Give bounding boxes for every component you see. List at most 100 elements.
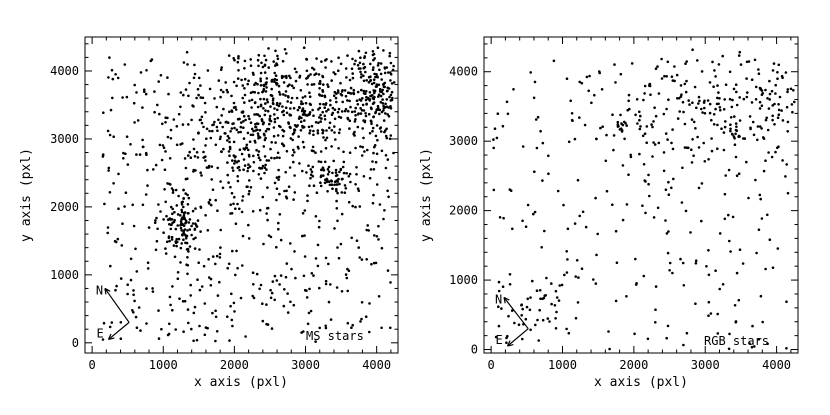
- star-point: [288, 83, 291, 86]
- star-point: [368, 99, 372, 102]
- star-point: [703, 106, 706, 110]
- star-point: [236, 202, 239, 206]
- star-point: [741, 262, 745, 265]
- star-point: [195, 338, 199, 342]
- star-point: [670, 141, 673, 145]
- star-point: [372, 193, 375, 197]
- star-point: [529, 71, 532, 74]
- star-point: [667, 180, 670, 184]
- star-point: [791, 110, 794, 114]
- star-point: [718, 232, 722, 235]
- star-point: [189, 283, 192, 287]
- star-point: [574, 275, 577, 278]
- star-point: [629, 155, 633, 159]
- star-point: [387, 115, 391, 118]
- star-point: [157, 309, 160, 312]
- star-point: [243, 164, 247, 167]
- star-point: [377, 93, 381, 96]
- star-point: [255, 272, 259, 276]
- star-point: [293, 129, 296, 132]
- star-point: [325, 110, 328, 113]
- star-point: [298, 76, 301, 79]
- star-point: [241, 195, 245, 198]
- star-point: [216, 209, 219, 212]
- star-point: [684, 90, 688, 94]
- star-point: [710, 137, 713, 140]
- star-point: [382, 92, 385, 96]
- star-point: [520, 303, 523, 307]
- star-point: [533, 80, 537, 84]
- star-point: [369, 79, 372, 83]
- star-point: [247, 114, 250, 118]
- star-point: [253, 91, 257, 94]
- star-point: [136, 119, 140, 122]
- star-point: [364, 90, 368, 93]
- star-point: [190, 233, 193, 237]
- star-point: [262, 97, 266, 101]
- star-point: [727, 168, 731, 172]
- star-point: [314, 121, 318, 124]
- star-point: [331, 171, 334, 175]
- star-point: [774, 150, 777, 154]
- star-point: [728, 70, 732, 74]
- star-point: [379, 126, 383, 129]
- star-point: [682, 284, 686, 287]
- star-point: [348, 119, 352, 123]
- star-point: [236, 166, 240, 170]
- star-point: [360, 109, 364, 112]
- star-point: [685, 331, 689, 335]
- y-tick-label: 2000: [50, 200, 79, 214]
- star-point: [378, 112, 381, 116]
- star-point: [649, 93, 652, 96]
- star-point: [318, 94, 322, 97]
- star-point: [574, 316, 578, 320]
- star-point: [785, 300, 788, 304]
- star-point: [345, 276, 349, 280]
- star-point: [199, 96, 203, 99]
- star-point: [166, 135, 170, 139]
- star-point: [339, 81, 342, 85]
- star-point: [707, 273, 711, 277]
- star-point: [141, 138, 144, 142]
- star-point: [333, 108, 337, 111]
- star-point: [372, 78, 376, 81]
- star-point: [662, 169, 666, 173]
- star-point: [566, 258, 569, 261]
- star-point: [219, 135, 222, 139]
- star-point: [281, 105, 284, 108]
- star-point: [373, 95, 376, 99]
- star-point: [236, 179, 240, 183]
- star-point: [350, 326, 353, 330]
- star-point: [336, 246, 339, 249]
- star-point: [276, 134, 280, 137]
- star-point: [154, 248, 158, 252]
- star-point: [520, 314, 523, 317]
- star-point: [306, 322, 310, 326]
- y-tick-label: 3000: [50, 132, 79, 146]
- star-point: [246, 166, 250, 170]
- star-point: [166, 76, 169, 79]
- star-point: [152, 168, 155, 171]
- star-point: [350, 67, 354, 70]
- star-point: [684, 209, 688, 213]
- star-point: [777, 103, 780, 106]
- star-point: [354, 183, 357, 186]
- star-point: [185, 241, 189, 245]
- star-point: [493, 127, 497, 130]
- star-point: [141, 203, 145, 207]
- star-point: [135, 153, 138, 156]
- star-point: [269, 147, 272, 151]
- star-point: [676, 97, 679, 100]
- star-point: [390, 82, 394, 85]
- star-point: [285, 76, 288, 80]
- star-point: [137, 306, 141, 309]
- star-point: [334, 138, 337, 141]
- star-point: [764, 88, 767, 92]
- star-point: [722, 131, 726, 134]
- star-point: [337, 69, 340, 72]
- star-point: [314, 257, 318, 260]
- star-point: [187, 94, 190, 98]
- star-point: [247, 148, 250, 152]
- star-point: [107, 169, 110, 172]
